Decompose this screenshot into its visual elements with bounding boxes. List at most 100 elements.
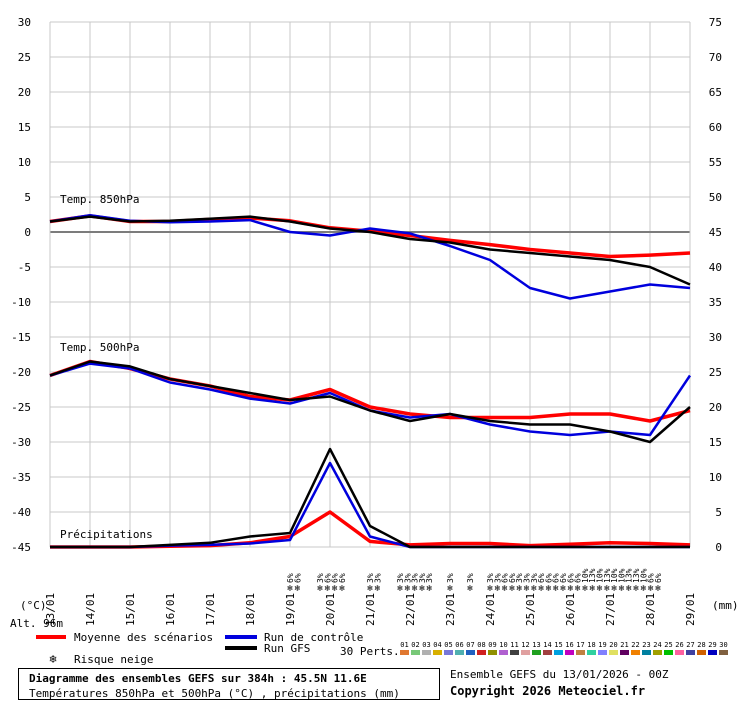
snow-risk-pct: 13% xyxy=(632,568,641,583)
pert-number: 07 xyxy=(466,641,474,649)
left-tick-label: 10 xyxy=(18,156,31,169)
snow-flake-icon: ❄ xyxy=(367,584,373,594)
snow-risk-pct: 10% xyxy=(610,568,619,583)
x-date-label: 23/01 xyxy=(444,593,457,626)
snow-risk-pct: 3% xyxy=(515,573,524,583)
pert-swatch xyxy=(543,650,552,655)
snow-flake-icon: ❄ xyxy=(412,584,418,594)
section-label-precip: Précipitations xyxy=(60,528,153,541)
snow-flake-icon: ❄ xyxy=(611,584,617,594)
snow-risk-pct: 13% xyxy=(603,568,612,583)
snow-risk-pct: 3% xyxy=(446,573,455,583)
right-tick-label: 0 xyxy=(715,541,722,554)
legend-snow-label: Risque neige xyxy=(74,653,153,666)
snow-risk-pct: 6% xyxy=(552,573,561,583)
pert-number: 14 xyxy=(543,641,551,649)
x-date-label: 19/01 xyxy=(284,593,297,626)
pert-swatch xyxy=(422,650,431,655)
pert-number: 11 xyxy=(510,641,518,649)
x-date-label: 25/01 xyxy=(524,593,537,626)
snow-flake-icon: ❄ xyxy=(509,584,515,594)
pert-swatch xyxy=(565,650,574,655)
pert-number: 24 xyxy=(653,641,661,649)
left-tick-label: -25 xyxy=(11,401,31,414)
pert-swatch xyxy=(455,650,464,655)
pert-number: 03 xyxy=(422,641,430,649)
altitude-label: Alt. 96m xyxy=(10,617,63,630)
left-tick-label: 20 xyxy=(18,86,31,99)
left-tick-label: 25 xyxy=(18,51,31,64)
right-tick-label: 20 xyxy=(709,401,722,414)
snow-flake-icon: ❄ xyxy=(419,584,425,594)
right-tick-label: 35 xyxy=(709,296,722,309)
pert-swatch xyxy=(686,650,695,655)
right-tick-label: 40 xyxy=(709,261,722,274)
snow-risk-pct: 3% xyxy=(373,573,382,583)
pert-swatch xyxy=(620,650,629,655)
legend-mean-label: Moyenne des scénarios xyxy=(74,631,213,644)
footer-right-2: Copyright 2026 Meteociel.fr xyxy=(450,684,645,698)
pert-swatch xyxy=(477,650,486,655)
snow-flake-icon: ❄ xyxy=(502,584,508,594)
x-date-label: 13/01 xyxy=(44,593,57,626)
snow-risk-pct: 6% xyxy=(566,573,575,583)
x-date-label: 28/01 xyxy=(644,593,657,626)
pert-number: 22 xyxy=(631,641,639,649)
pert-swatch xyxy=(631,650,640,655)
x-date-label: 26/01 xyxy=(564,593,577,626)
left-axis-ticks: 30 25 20 15 10 5 0 -5 -10 -15 -20 -25 -30 -35 -40 -45 xyxy=(11,16,31,554)
pert-number: 21 xyxy=(620,641,628,649)
pert-swatch xyxy=(609,650,618,655)
series-line-precip xyxy=(50,447,690,549)
snow-flake-icon: ❄ xyxy=(332,584,338,594)
left-tick-label: -5 xyxy=(18,261,31,274)
pert-number: 23 xyxy=(642,641,650,649)
snow-risk-pct: 6% xyxy=(286,573,295,583)
snow-flake-icon: ❄ xyxy=(604,584,610,594)
pert-swatch xyxy=(708,650,717,655)
pert-swatch xyxy=(400,650,409,655)
snow-risk-pct: 6% xyxy=(338,573,347,583)
pert-swatch xyxy=(521,650,530,655)
x-date-label: 22/01 xyxy=(404,593,417,626)
pert-swatch xyxy=(466,650,475,655)
pert-number: 27 xyxy=(686,641,694,649)
left-tick-label: 5 xyxy=(24,191,31,204)
snow-flake-icon: ❄ xyxy=(467,584,473,594)
snow-risk-row: 6%❄6%❄3%❄6%❄6%❄6%❄3%❄3%❄3%❄3%❄3%❄3%❄3%❄3… xyxy=(286,568,663,594)
pert-swatch xyxy=(675,650,684,655)
x-axis-dates: 13/01 14/01 15/01 16/01 17/01 18/01 19/01 20/01… xyxy=(44,593,697,626)
snow-risk-pct: 6% xyxy=(537,573,546,583)
snow-risk-pct: 6% xyxy=(323,573,332,583)
pert-swatch xyxy=(444,650,453,655)
x-date-label: 27/01 xyxy=(604,593,617,626)
right-tick-label: 25 xyxy=(709,366,722,379)
snow-icon: ❄ xyxy=(49,652,56,666)
right-tick-label: 75 xyxy=(709,16,722,29)
pert-swatch xyxy=(697,650,706,655)
left-tick-label: -10 xyxy=(11,296,31,309)
x-date-label: 18/01 xyxy=(244,593,257,626)
snow-flake-icon: ❄ xyxy=(589,584,595,594)
pert-number: 06 xyxy=(455,641,463,649)
snow-flake-icon: ❄ xyxy=(287,584,293,594)
x-date-label: 17/01 xyxy=(204,593,217,626)
left-tick-label: -20 xyxy=(11,366,31,379)
snow-flake-icon: ❄ xyxy=(560,584,566,594)
pert-number: 12 xyxy=(521,641,529,649)
snow-risk-pct: 3% xyxy=(316,573,325,583)
left-tick-label: 30 xyxy=(18,16,31,29)
section-label-t850: Temp. 850hPa xyxy=(60,193,139,206)
perturbation-legend: 01 02 03 04 05 06 07 08 09 10 11 12 13 14 15 16 17 18 19 20… xyxy=(400,641,728,655)
snow-risk-pct: 10% xyxy=(617,568,626,583)
snow-flake-icon: ❄ xyxy=(553,584,559,594)
legend-control-label: Run de contrôle xyxy=(264,631,363,644)
snow-risk-pct: 6% xyxy=(574,573,583,583)
pert-number: 29 xyxy=(708,641,716,649)
chart-title: Diagramme des ensembles GEFS sur 384h : … xyxy=(29,672,367,685)
snow-flake-icon: ❄ xyxy=(426,584,432,594)
snow-risk-pct: 6% xyxy=(544,573,553,583)
pert-number: 19 xyxy=(598,641,606,649)
snow-flake-icon: ❄ xyxy=(325,584,331,594)
